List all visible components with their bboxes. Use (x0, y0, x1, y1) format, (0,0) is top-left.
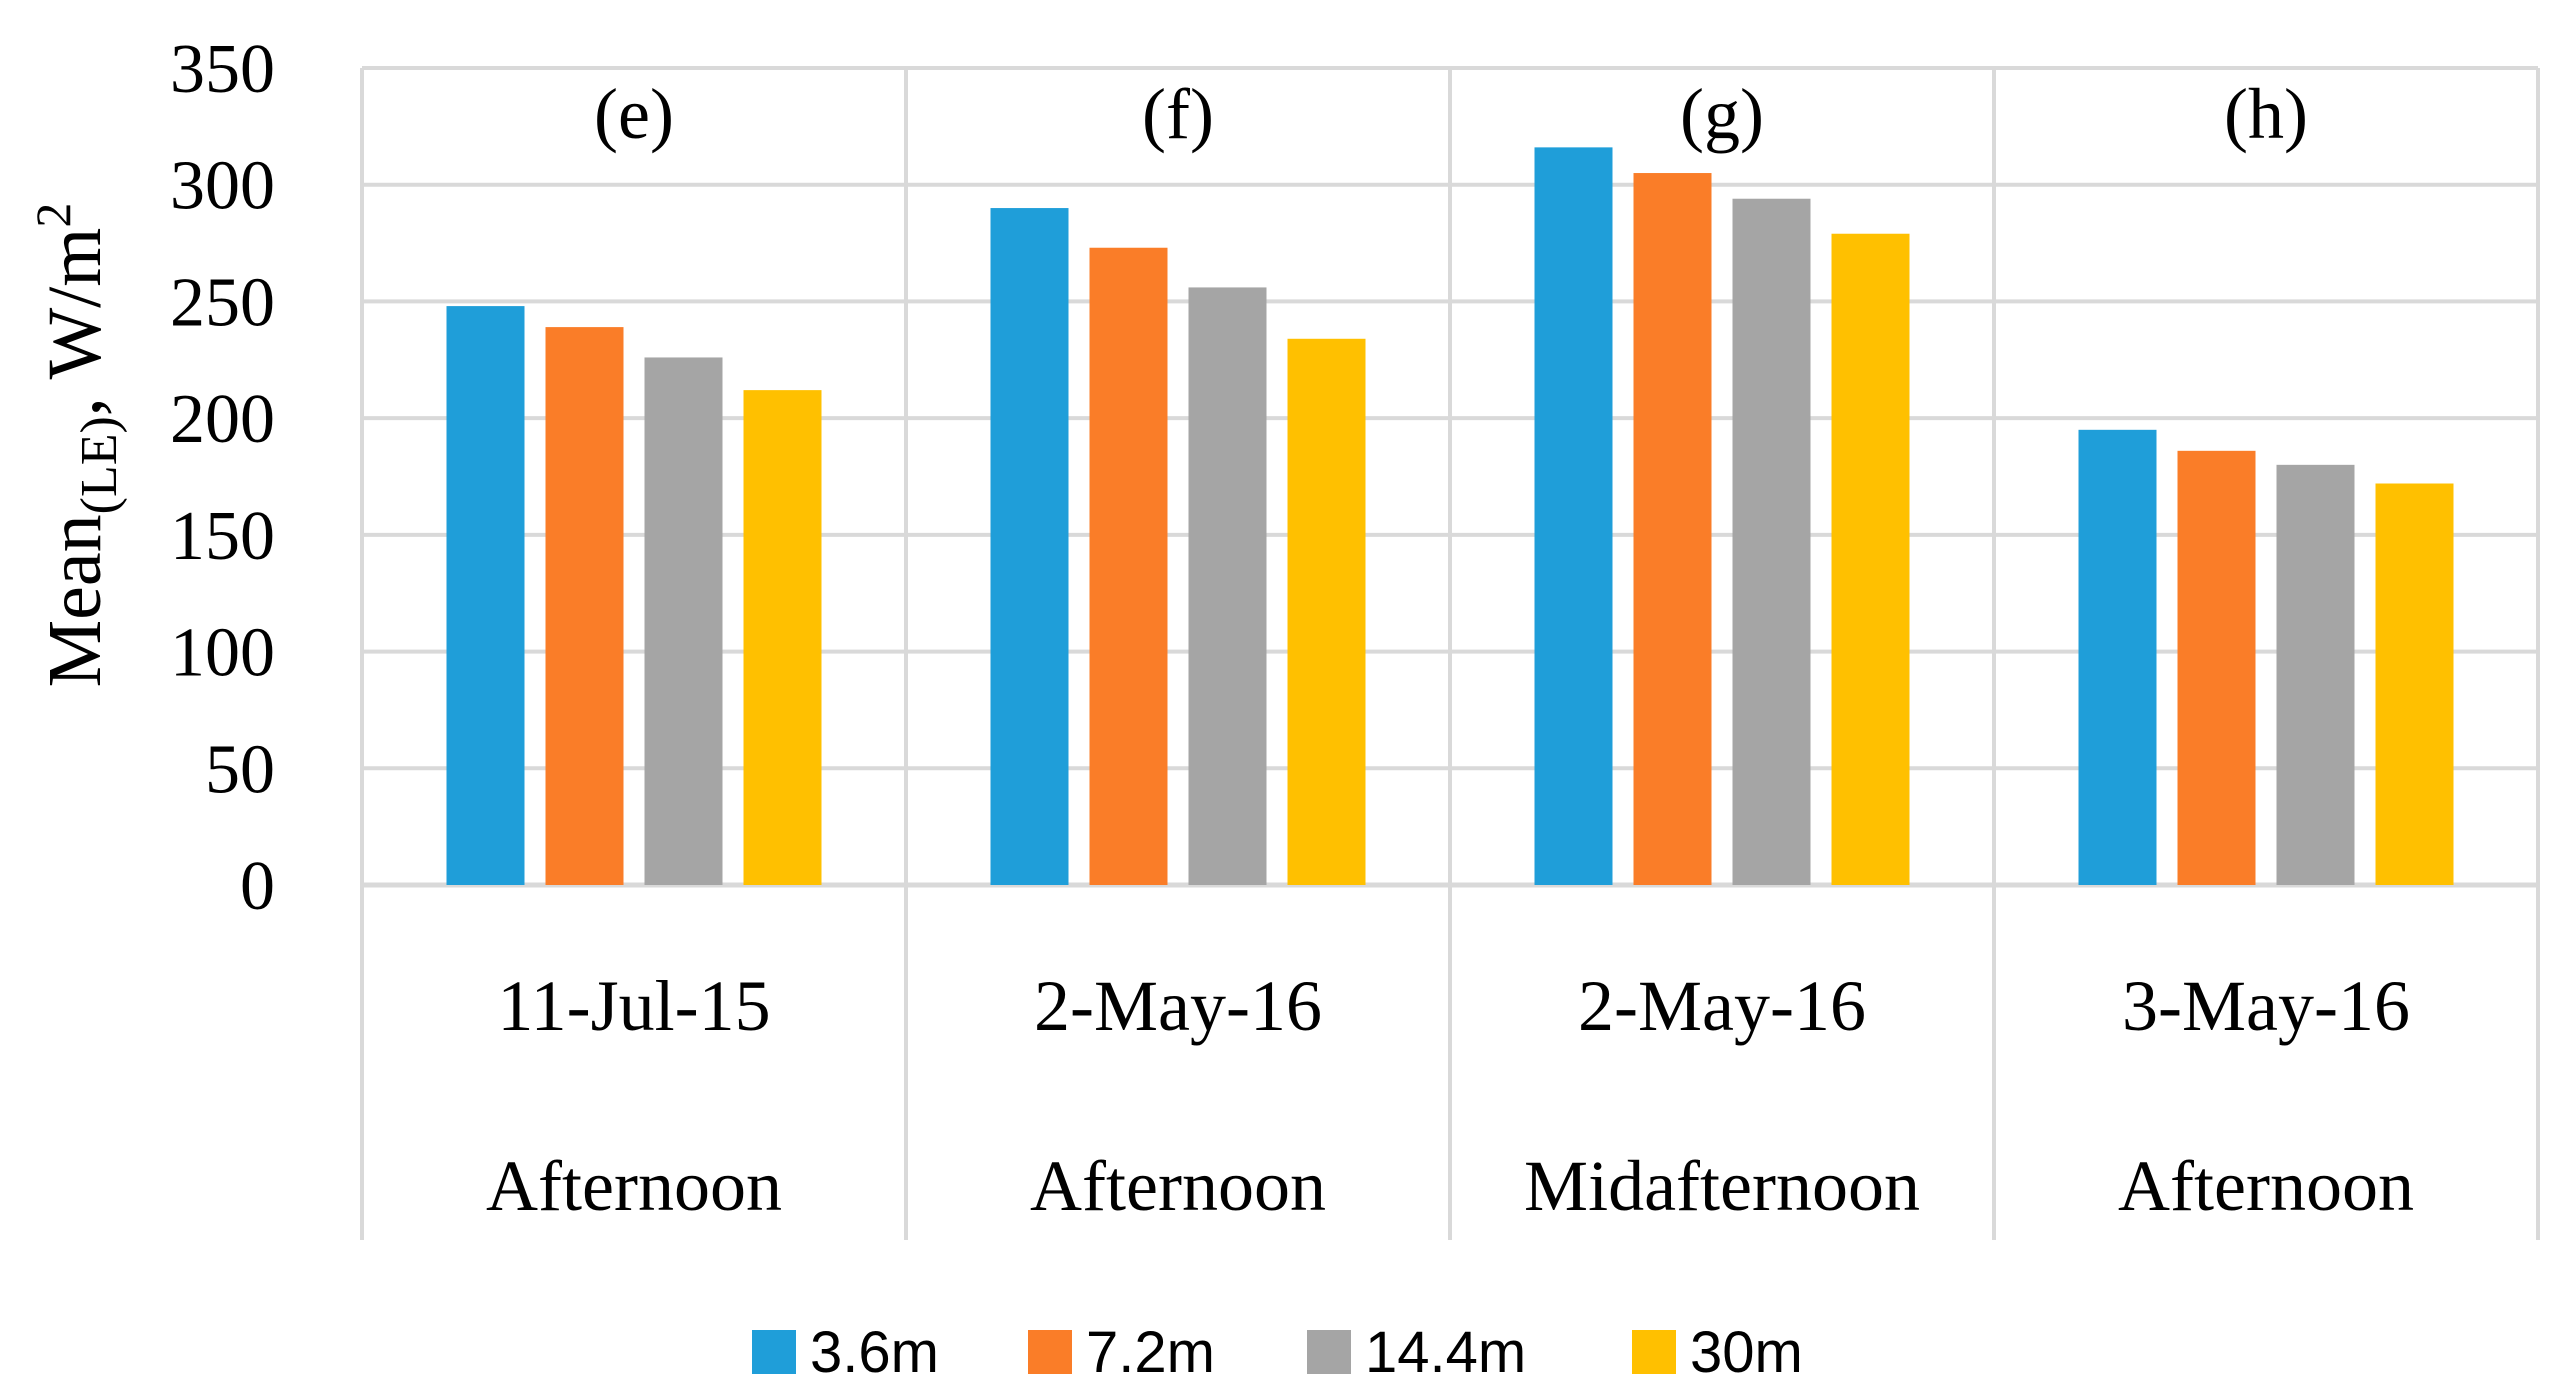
y-axis-title-main: Mean (33, 514, 117, 687)
y-tick-label: 50 (205, 731, 275, 808)
bar-7.2m-f (1089, 247, 1168, 886)
bar-30m-h (2375, 483, 2454, 885)
legend-item-14.4m: 14.4m (1307, 1320, 1526, 1385)
y-axis: 0 50 100 150 200 250 300 350 (170, 31, 275, 925)
panel-label: (g) (1680, 74, 1764, 154)
legend: 3.6m 7.2m 14.4m 30m (752, 1320, 1803, 1385)
legend-label: 3.6m (810, 1320, 939, 1385)
legend-label: 14.4m (1365, 1320, 1526, 1385)
y-tick-label: 100 (170, 615, 275, 692)
y-axis-title-superscript: 2 (25, 203, 81, 228)
bar-7.2m-g (1633, 173, 1712, 886)
y-tick-label: 0 (240, 848, 275, 925)
panel-label: (e) (594, 74, 674, 154)
bar-3.6m-f (990, 208, 1069, 886)
legend-swatch (1028, 1330, 1072, 1374)
y-tick-label: 300 (170, 148, 275, 225)
category-date-label: 2-May-16 (1578, 966, 1866, 1046)
bar-3.6m-e (446, 306, 525, 885)
bar-30m-g (1831, 233, 1910, 886)
y-axis-title-unit: , W/m (33, 228, 117, 417)
category-time-label: Afternoon (486, 1146, 782, 1226)
category-axis: (e) 11-Jul-15 Afternoon (f) 2-May-16 Afternoo… (486, 74, 2414, 1226)
bar-14.4m-g (1732, 198, 1811, 886)
legend-item-30m: 30m (1632, 1320, 1803, 1385)
legend-swatch (1307, 1330, 1351, 1374)
category-date-label: 2-May-16 (1034, 966, 1322, 1046)
category-time-label: Midafternoon (1524, 1146, 1920, 1226)
y-axis-title-subscript: (LE) (71, 416, 128, 514)
legend-swatch (1632, 1330, 1676, 1374)
legend-item-7.2m: 7.2m (1028, 1320, 1215, 1385)
bars (446, 147, 2454, 886)
panel-label: (f) (1142, 74, 1214, 154)
panel-label: (h) (2224, 74, 2308, 154)
bar-14.4m-e (644, 357, 723, 885)
category-time-label: Afternoon (1030, 1146, 1326, 1226)
category-date-label: 3-May-16 (2122, 966, 2410, 1046)
bar-30m-f (1287, 338, 1366, 886)
category-time-label: Afternoon (2118, 1146, 2414, 1226)
legend-label: 30m (1690, 1320, 1803, 1385)
bar-14.4m-f (1188, 287, 1267, 885)
y-tick-label: 250 (170, 264, 275, 341)
bar-30m-e (743, 390, 822, 885)
category-date-label: 11-Jul-15 (497, 966, 770, 1046)
y-tick-label: 350 (170, 31, 275, 108)
y-tick-label: 150 (170, 498, 275, 575)
legend-swatch (752, 1330, 796, 1374)
y-tick-label: 200 (170, 381, 275, 458)
bar-3.6m-g (1534, 147, 1613, 885)
bar-7.2m-e (545, 327, 624, 885)
bar-14.4m-h (2276, 464, 2355, 885)
bar-3.6m-h (2078, 429, 2157, 885)
y-axis-title: Mean(LE), W/m2 (25, 203, 128, 688)
bar-7.2m-h (2177, 450, 2256, 885)
legend-label: 7.2m (1086, 1320, 1215, 1385)
gridlines (360, 66, 2540, 1240)
legend-item-3.6m: 3.6m (752, 1320, 939, 1385)
